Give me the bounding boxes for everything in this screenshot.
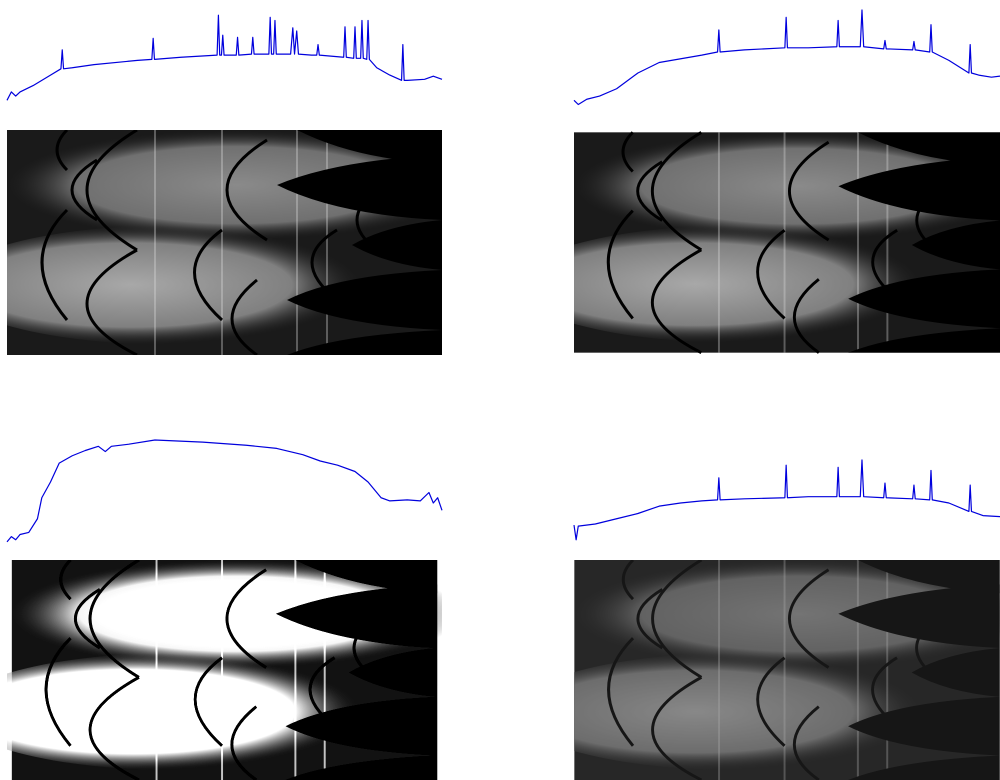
spectrum-line	[573, 459, 1000, 541]
detector-image	[574, 130, 1000, 355]
spectrum-line	[573, 9, 1000, 106]
detector-image	[7, 130, 442, 355]
detector-image	[574, 560, 1000, 780]
spectrum-line	[6, 439, 443, 543]
detector-image	[7, 560, 442, 780]
spectrum-line	[6, 14, 443, 101]
